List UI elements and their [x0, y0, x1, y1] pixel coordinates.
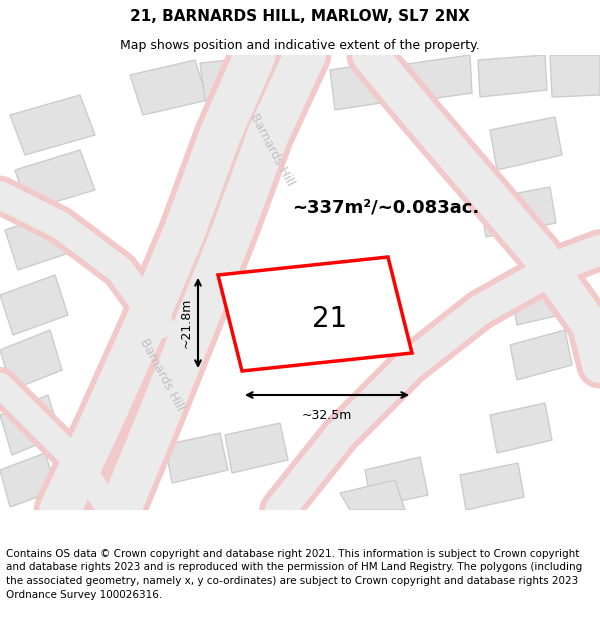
Text: 21, BARNARDS HILL, MARLOW, SL7 2NX: 21, BARNARDS HILL, MARLOW, SL7 2NX: [130, 9, 470, 24]
Text: Barnards Hill: Barnards Hill: [137, 337, 187, 413]
Polygon shape: [0, 453, 57, 507]
Text: Contains OS data © Crown copyright and database right 2021. This information is : Contains OS data © Crown copyright and d…: [6, 549, 582, 599]
Polygon shape: [218, 257, 412, 371]
Polygon shape: [10, 95, 95, 155]
Text: ~21.8m: ~21.8m: [180, 298, 193, 348]
Polygon shape: [15, 150, 95, 210]
Polygon shape: [490, 403, 552, 453]
Polygon shape: [478, 55, 547, 97]
Polygon shape: [340, 480, 405, 510]
Polygon shape: [510, 270, 582, 325]
Polygon shape: [5, 210, 78, 270]
Polygon shape: [200, 55, 285, 100]
Polygon shape: [0, 275, 68, 335]
Polygon shape: [0, 395, 60, 455]
Polygon shape: [330, 60, 400, 110]
Text: 21: 21: [313, 305, 347, 333]
Polygon shape: [490, 117, 562, 170]
Text: Barnards Hill: Barnards Hill: [247, 112, 296, 188]
Polygon shape: [480, 187, 556, 237]
Polygon shape: [510, 330, 572, 380]
Polygon shape: [365, 457, 428, 507]
Polygon shape: [460, 463, 524, 510]
Polygon shape: [550, 55, 600, 97]
Text: Map shows position and indicative extent of the property.: Map shows position and indicative extent…: [120, 39, 480, 52]
Polygon shape: [0, 330, 62, 390]
Text: ~337m²/~0.083ac.: ~337m²/~0.083ac.: [292, 198, 479, 216]
Text: ~32.5m: ~32.5m: [302, 409, 352, 422]
Polygon shape: [225, 423, 288, 473]
Polygon shape: [165, 433, 228, 483]
Polygon shape: [130, 60, 208, 115]
Polygon shape: [400, 55, 472, 103]
